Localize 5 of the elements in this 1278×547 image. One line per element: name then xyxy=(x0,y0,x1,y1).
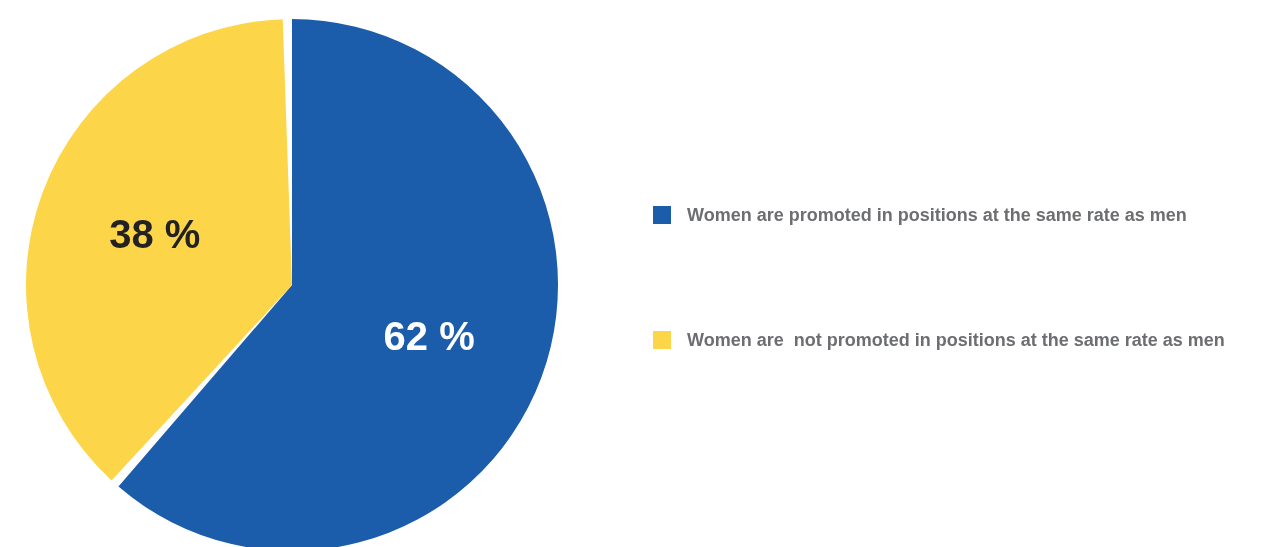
pie-slice xyxy=(26,19,292,481)
legend-label: Women are not promoted in positions at the same rate as men xyxy=(687,329,1225,351)
legend-label: Women are promoted in positions at the same rate as men xyxy=(687,204,1187,226)
data-label: 38 % xyxy=(109,212,201,257)
data-label: 62 % xyxy=(383,313,475,358)
